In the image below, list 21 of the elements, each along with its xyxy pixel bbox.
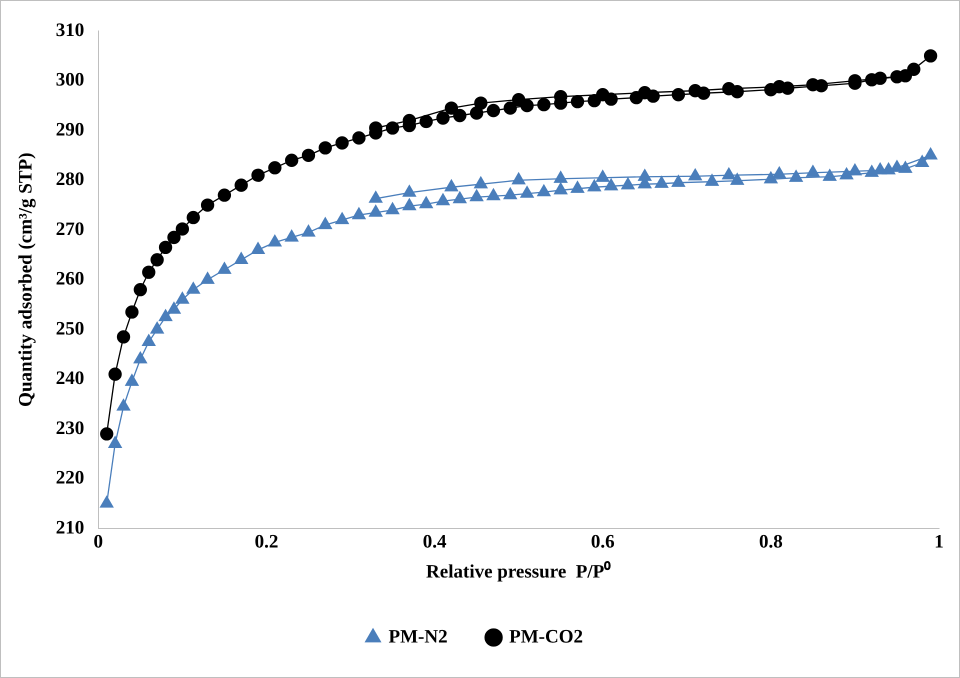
legend-label: PM-N2 <box>388 626 448 648</box>
legend-label: PM-CO2 <box>509 626 583 648</box>
y-tick-label: 220 <box>56 468 84 489</box>
y-tick-label: 240 <box>56 368 84 390</box>
x-tick-label: 0.8 <box>758 532 783 553</box>
x-tick-label: 0.6 <box>590 532 615 553</box>
y-tick-label: 270 <box>56 218 84 240</box>
x-tick-label: 0 <box>94 532 104 553</box>
y-tick-label: 310 <box>56 20 84 41</box>
y-tick-label: 230 <box>56 418 84 439</box>
x-tick-label: 0.4 <box>422 532 447 553</box>
y-tick-label: 290 <box>56 119 84 140</box>
y-axis-title: Quantity adsorbed (cm³/g STP) <box>15 152 36 407</box>
y-tick-label: 280 <box>56 169 84 190</box>
y-tick-label: 300 <box>56 70 84 91</box>
x-axis-title: Relative pressure P/P⁰ <box>426 560 612 583</box>
x-tick-label: 1 <box>934 532 944 553</box>
y-tick-label: 210 <box>56 517 84 538</box>
x-tick-label: 0.2 <box>254 532 278 553</box>
y-tick-label: 260 <box>56 268 84 290</box>
y-tick-label: 250 <box>56 318 84 340</box>
